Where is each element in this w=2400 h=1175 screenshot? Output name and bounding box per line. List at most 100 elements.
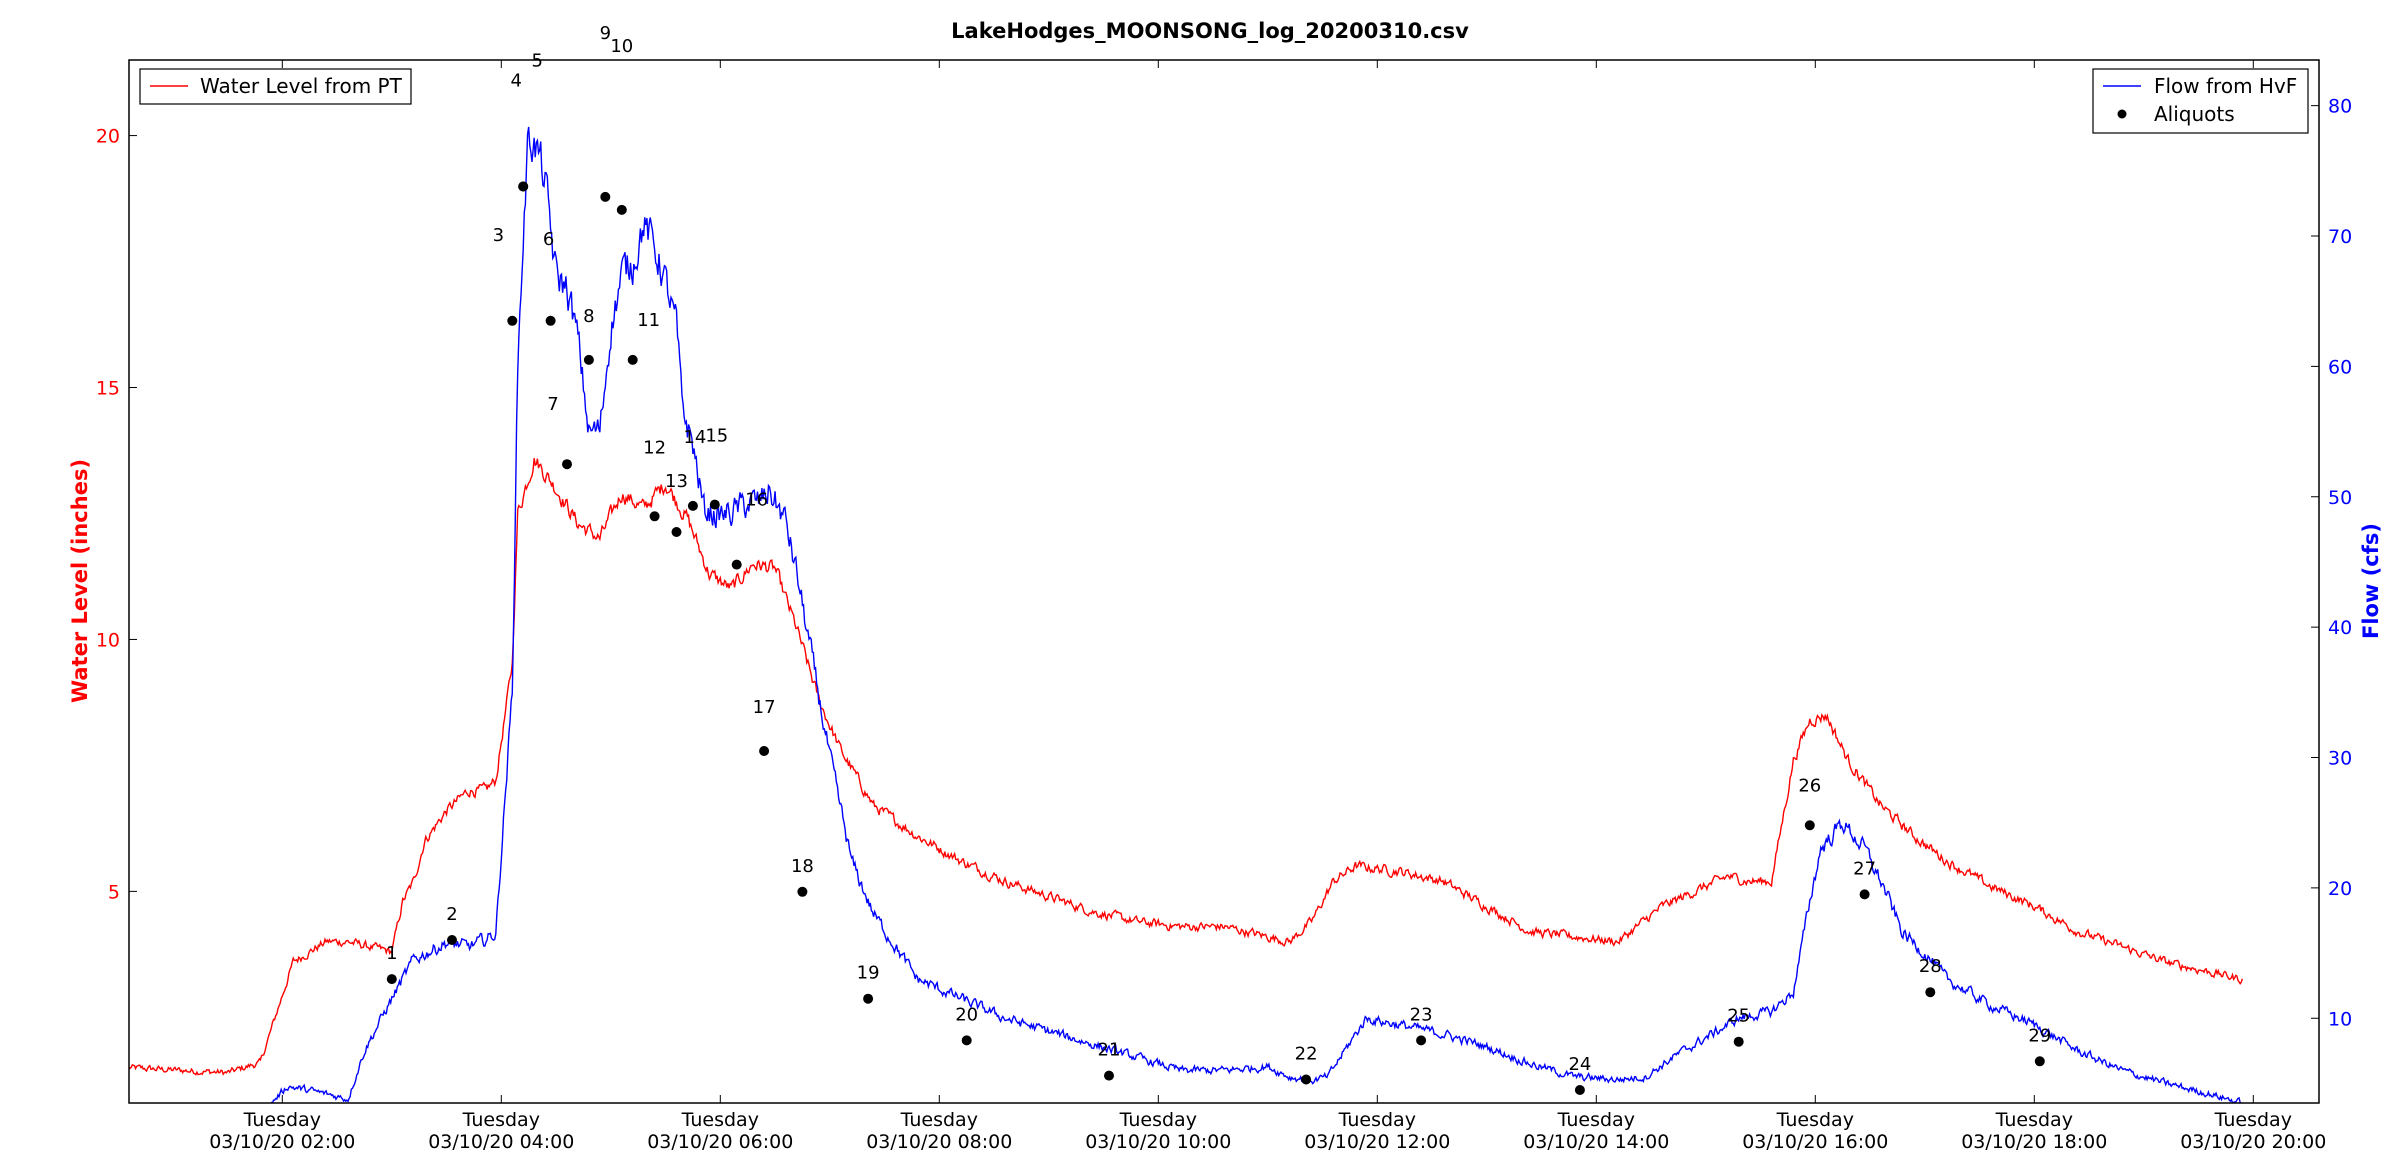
series-layer xyxy=(129,126,2244,1103)
aliquot-label: 1 xyxy=(386,943,397,964)
x-tick-label-date: 03/10/20 18:00 xyxy=(1961,1131,2107,1153)
right-y-tick-label: 30 xyxy=(2328,748,2352,770)
aliquot-label: 2 xyxy=(446,904,457,925)
aliquot-label: 22 xyxy=(1295,1044,1318,1065)
aliquot-dot xyxy=(386,974,397,985)
legend-water-level-label: Water Level from PT xyxy=(200,74,403,98)
aliquot-label: 17 xyxy=(753,697,776,718)
aliquot-label: 20 xyxy=(955,1004,978,1025)
aliquot-label: 14 xyxy=(683,427,706,448)
aliquot-dot xyxy=(797,886,808,897)
aliquot-dot xyxy=(731,559,742,570)
aliquot-dots xyxy=(386,181,2045,1095)
x-tick-label-day: Tuesday xyxy=(243,1109,321,1131)
left-axis-title: Water Level (inches) xyxy=(68,459,92,703)
x-tick-label-day: Tuesday xyxy=(900,1109,978,1131)
aliquot-label: 8 xyxy=(583,306,594,327)
right-y-tick-label: 40 xyxy=(2328,617,2352,639)
x-tick-label-day: Tuesday xyxy=(681,1109,759,1131)
flow-line xyxy=(270,126,2244,1103)
left-y-tick-label: 20 xyxy=(96,126,120,148)
aliquot-label: 26 xyxy=(1798,775,1821,796)
aliquot-dot xyxy=(863,993,874,1004)
aliquot-dot xyxy=(583,354,594,365)
aliquot-dot xyxy=(1733,1036,1744,1047)
aliquot-label: 6 xyxy=(543,229,554,250)
x-tick-label-date: 03/10/20 10:00 xyxy=(1085,1131,1231,1153)
legend-right-frame xyxy=(2092,68,2309,134)
right-axis-title: Flow (cfs) xyxy=(2359,523,2383,639)
aliquot-dot xyxy=(507,315,518,326)
aliquot-dot xyxy=(1104,1070,1114,1081)
x-tick-label-date: 03/10/20 16:00 xyxy=(1742,1131,1888,1153)
aliquot-dot xyxy=(1804,820,1815,831)
x-tick-label-day: Tuesday xyxy=(1338,1109,1416,1131)
water-level-line xyxy=(129,458,2244,1076)
aliquot-label: 11 xyxy=(637,310,660,331)
right-y-tick-label: 70 xyxy=(2328,226,2352,248)
aliquot-label: 3 xyxy=(493,225,504,246)
aliquot-label: 4 xyxy=(510,71,521,92)
left-y-tick-label: 10 xyxy=(96,629,120,651)
x-tick-label-date: 03/10/20 04:00 xyxy=(428,1131,574,1153)
aliquot-label: 12 xyxy=(643,437,666,458)
aliquot-label: 29 xyxy=(2028,1025,2051,1046)
right-y-tick-label: 10 xyxy=(2328,1008,2352,1030)
left-y-axis: 5 10 15 20 xyxy=(96,126,137,903)
legend-right: Flow from HvF Aliquots xyxy=(2092,68,2309,134)
aliquot-dot xyxy=(545,315,556,326)
x-tick-label-date: 03/10/20 06:00 xyxy=(647,1131,793,1153)
aliquot-dot xyxy=(1574,1085,1585,1095)
aliquot-dot xyxy=(687,500,698,511)
right-y-tick-label: 80 xyxy=(2328,96,2352,118)
x-tick-label-day: Tuesday xyxy=(1119,1109,1197,1131)
right-y-tick-label: 20 xyxy=(2328,878,2352,900)
aliquot-label: 25 xyxy=(1727,1006,1750,1027)
aliquot-dot xyxy=(1925,987,1936,998)
aliquot-dot xyxy=(447,935,457,945)
aliquot-label: 21 xyxy=(1098,1040,1121,1061)
aliquot-dot xyxy=(649,511,660,522)
x-tick-label-day: Tuesday xyxy=(1557,1109,1635,1131)
aliquot-label: 13 xyxy=(665,471,688,492)
aliquot-label: 19 xyxy=(857,963,880,984)
legend-flow-label: Flow from HvF xyxy=(2154,74,2297,98)
x-tick-label-date: 03/10/20 20:00 xyxy=(2180,1131,2326,1153)
x-tick-label-day: Tuesday xyxy=(2214,1109,2292,1131)
right-y-axis: 10 20 30 40 50 60 70 80 xyxy=(2311,96,2352,1030)
aliquot-dot xyxy=(627,354,638,365)
aliquot-label: 24 xyxy=(1568,1054,1591,1075)
x-tick-label-date: 03/10/20 12:00 xyxy=(1304,1131,1450,1153)
legend-left: Water Level from PT xyxy=(139,68,412,105)
aliquot-dot xyxy=(1301,1074,1312,1085)
aliquot-dot xyxy=(600,191,611,202)
aliquot-dot xyxy=(671,527,682,537)
right-y-tick-label: 50 xyxy=(2328,487,2352,509)
aliquot-label: 27 xyxy=(1853,858,1876,879)
right-y-tick-label: 60 xyxy=(2328,356,2352,378)
left-y-tick-label: 5 xyxy=(108,881,120,903)
x-tick-label-day: Tuesday xyxy=(1776,1109,1854,1131)
aliquot-label: 18 xyxy=(791,856,814,877)
plot-frame xyxy=(128,59,2320,1104)
aliquot-dot xyxy=(616,204,627,215)
aliquot-dot xyxy=(961,1035,972,1046)
aliquot-label: 23 xyxy=(1410,1004,1433,1025)
x-tick-label-date: 03/10/20 08:00 xyxy=(866,1131,1012,1153)
aliquot-dot xyxy=(2034,1056,2045,1067)
aliquot-label: 28 xyxy=(1919,956,1942,977)
aliquot-dot xyxy=(1416,1035,1427,1046)
x-tick-label-day: Tuesday xyxy=(462,1109,540,1131)
chart-title: LakeHodges_MOONSONG_log_20200310.csv xyxy=(951,19,1469,43)
aliquot-dot xyxy=(562,459,572,470)
x-tick-label-day: Tuesday xyxy=(1995,1109,2073,1131)
aliquot-label: 15 xyxy=(705,426,728,447)
aliquot-label: 10 xyxy=(610,36,633,57)
aliquot-label: 9 xyxy=(600,23,611,44)
aliquot-dot xyxy=(759,746,770,756)
aliquot-label: 7 xyxy=(547,394,558,415)
plot-area xyxy=(129,126,2244,1103)
